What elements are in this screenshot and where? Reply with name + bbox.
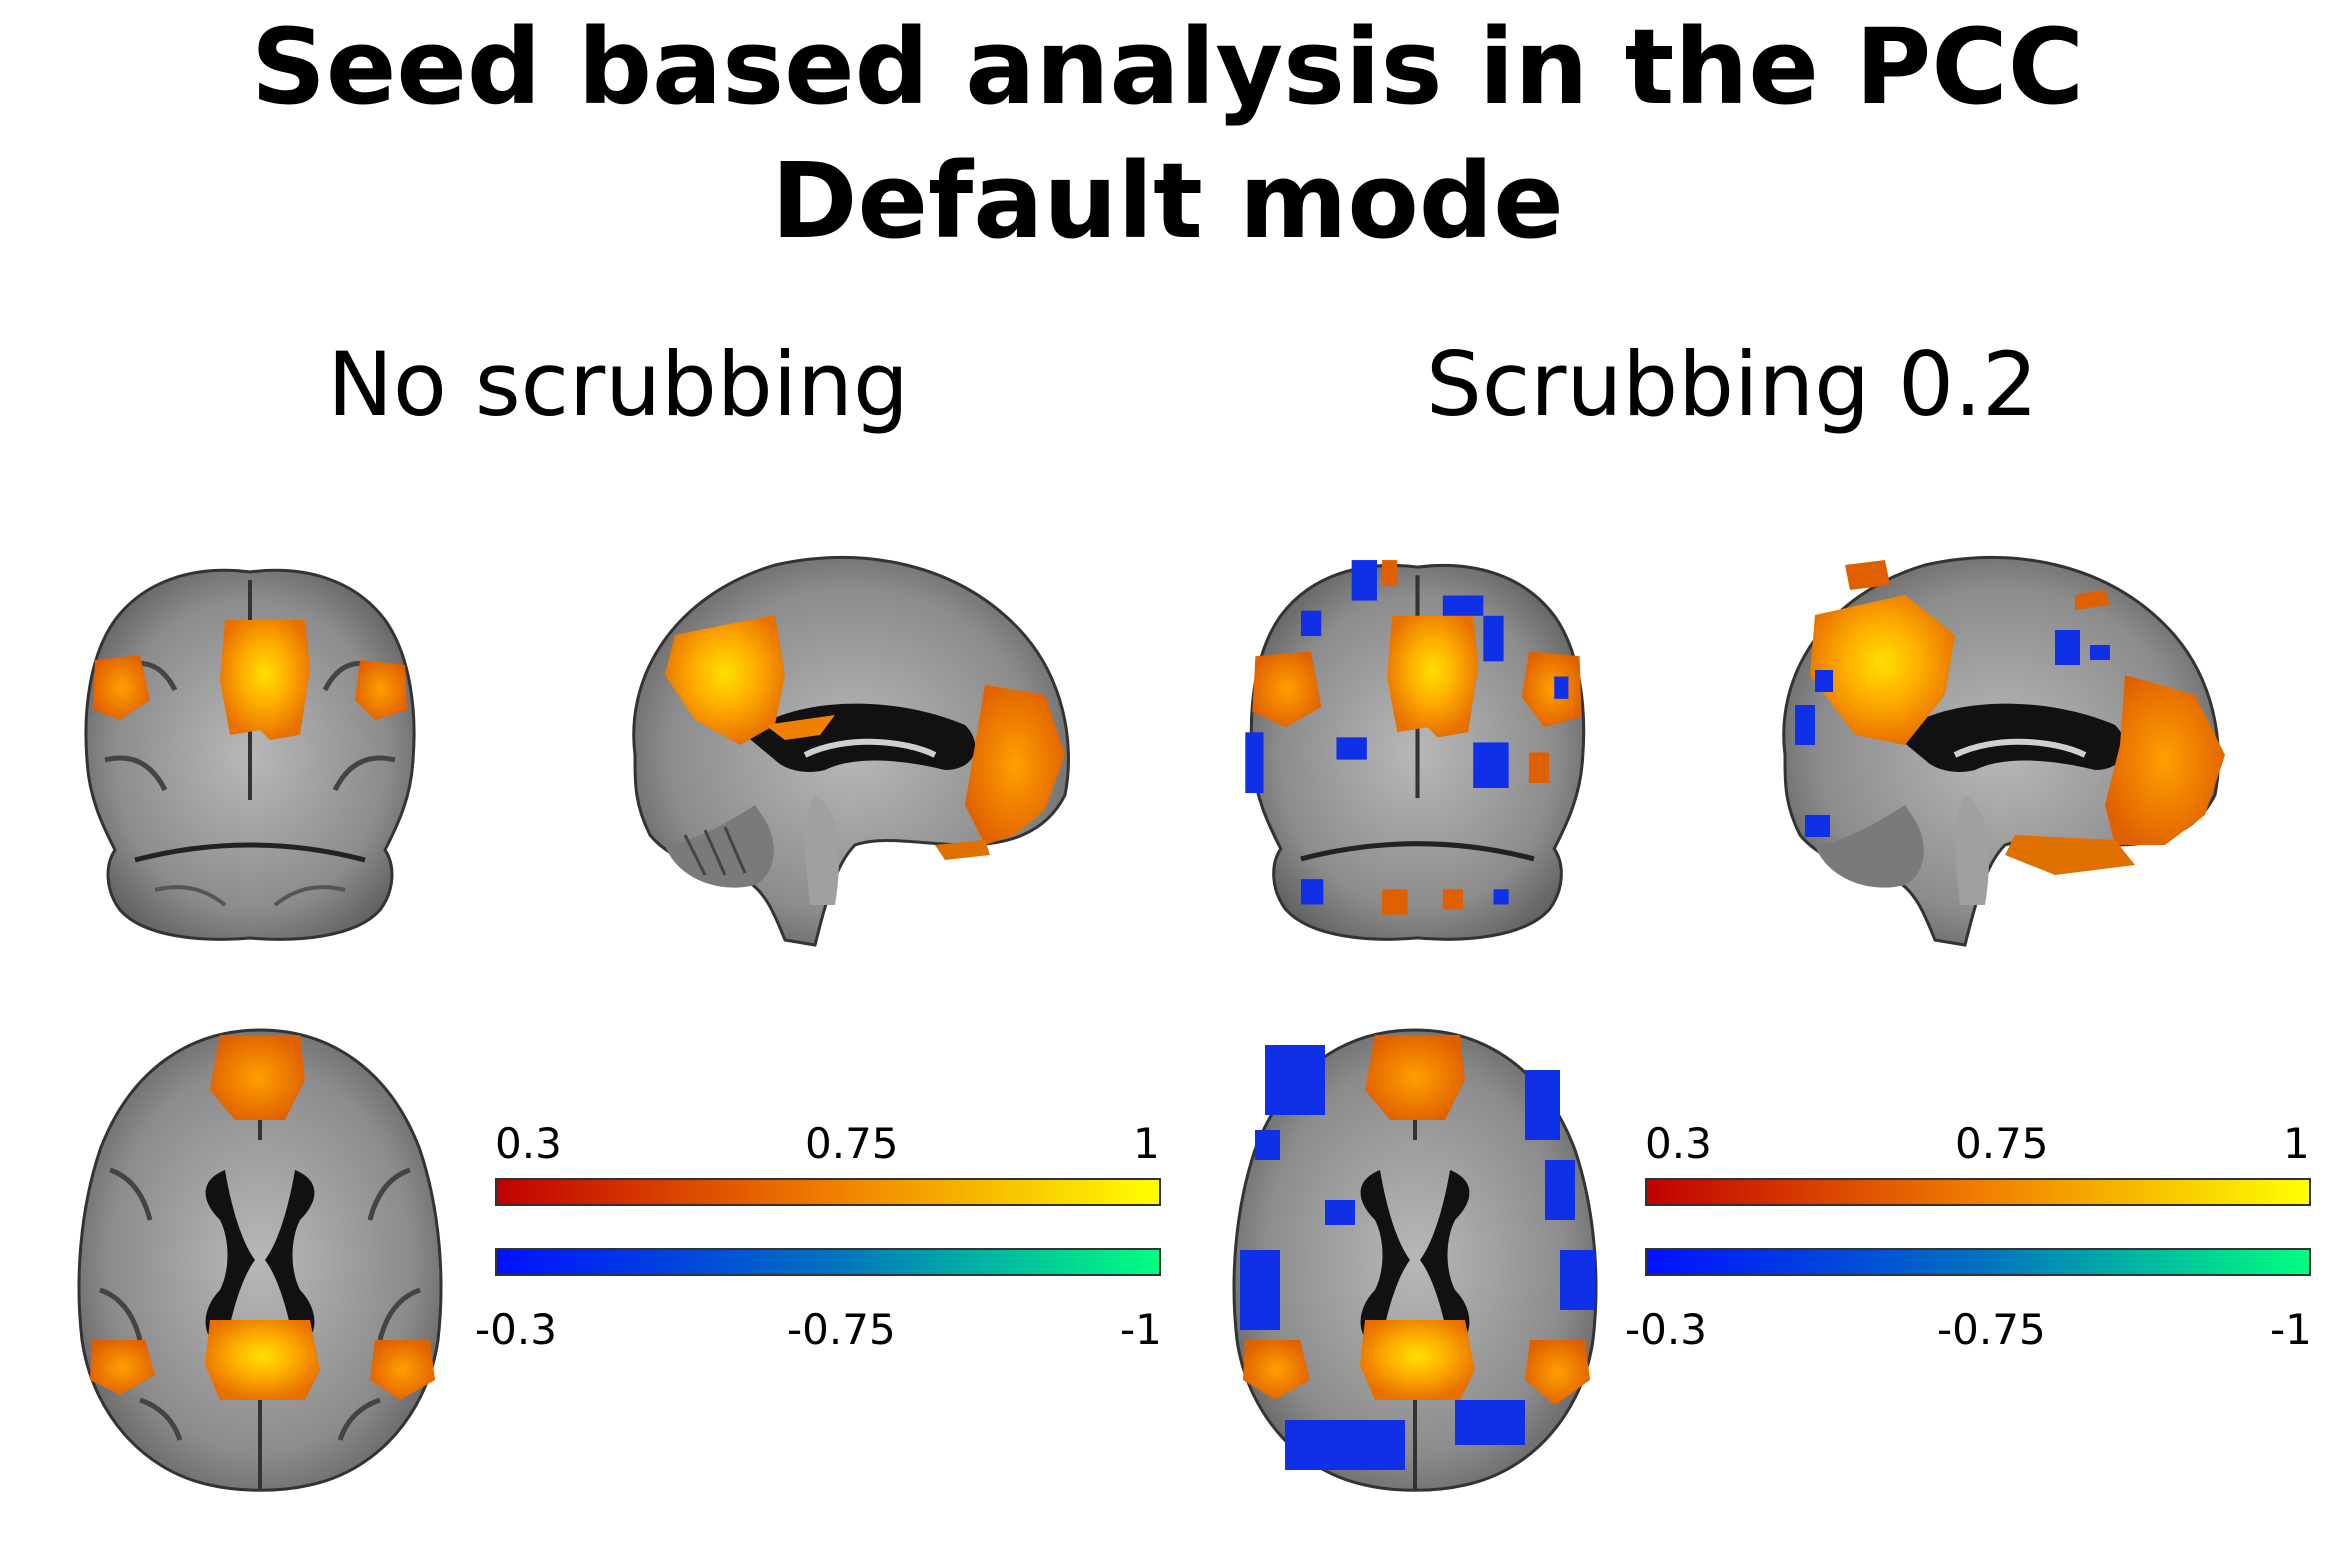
coronal-slice-scrubbing <box>1245 560 1586 941</box>
tick-pos-1: 1 <box>2283 1119 2310 1168</box>
positive-colorbar <box>495 1178 1161 1206</box>
tick-neg-1: -1 <box>2270 1305 2312 1354</box>
sagittal-slice-no-scrubbing <box>632 556 1070 947</box>
figure-title-line-1: Seed based analysis in the PCC <box>250 6 2085 128</box>
colorbar-no-scrubbing: 0.3 0.75 1 -0.3 -0.75 -1 <box>475 1120 1165 1368</box>
panel-title-scrubbing: Scrubbing 0.2 <box>1426 333 2038 436</box>
axial-slice-scrubbing <box>1232 1028 1598 1492</box>
negative-colorbar <box>495 1248 1161 1276</box>
tick-pos-0.75: 0.75 <box>805 1119 899 1168</box>
panel-title-no-scrubbing: No scrubbing <box>327 333 909 436</box>
negative-colorbar <box>1645 1248 2311 1276</box>
figure-title: Seed based analysis in the PCC Default m… <box>0 0 2335 268</box>
colorbar-scrubbing: 0.3 0.75 1 -0.3 -0.75 -1 <box>1625 1120 2315 1368</box>
sagittal-slice-scrubbing <box>1782 556 2225 947</box>
tick-pos-0.3: 0.3 <box>1645 1119 1712 1168</box>
tick-neg-1: -1 <box>1120 1305 1162 1354</box>
figure-title-line-2: Default mode <box>771 140 1564 262</box>
tick-neg-0.75: -0.75 <box>787 1305 896 1354</box>
axial-slice-no-scrubbing <box>77 1028 443 1492</box>
tick-pos-0.75: 0.75 <box>1955 1119 2049 1168</box>
coronal-slice-no-scrubbing <box>84 568 416 941</box>
tick-pos-1: 1 <box>1133 1119 1160 1168</box>
tick-neg-0.75: -0.75 <box>1937 1305 2046 1354</box>
positive-colorbar <box>1645 1178 2311 1206</box>
tick-pos-0.3: 0.3 <box>495 1119 562 1168</box>
tick-neg-0.3: -0.3 <box>1625 1305 1707 1354</box>
tick-neg-0.3: -0.3 <box>475 1305 557 1354</box>
